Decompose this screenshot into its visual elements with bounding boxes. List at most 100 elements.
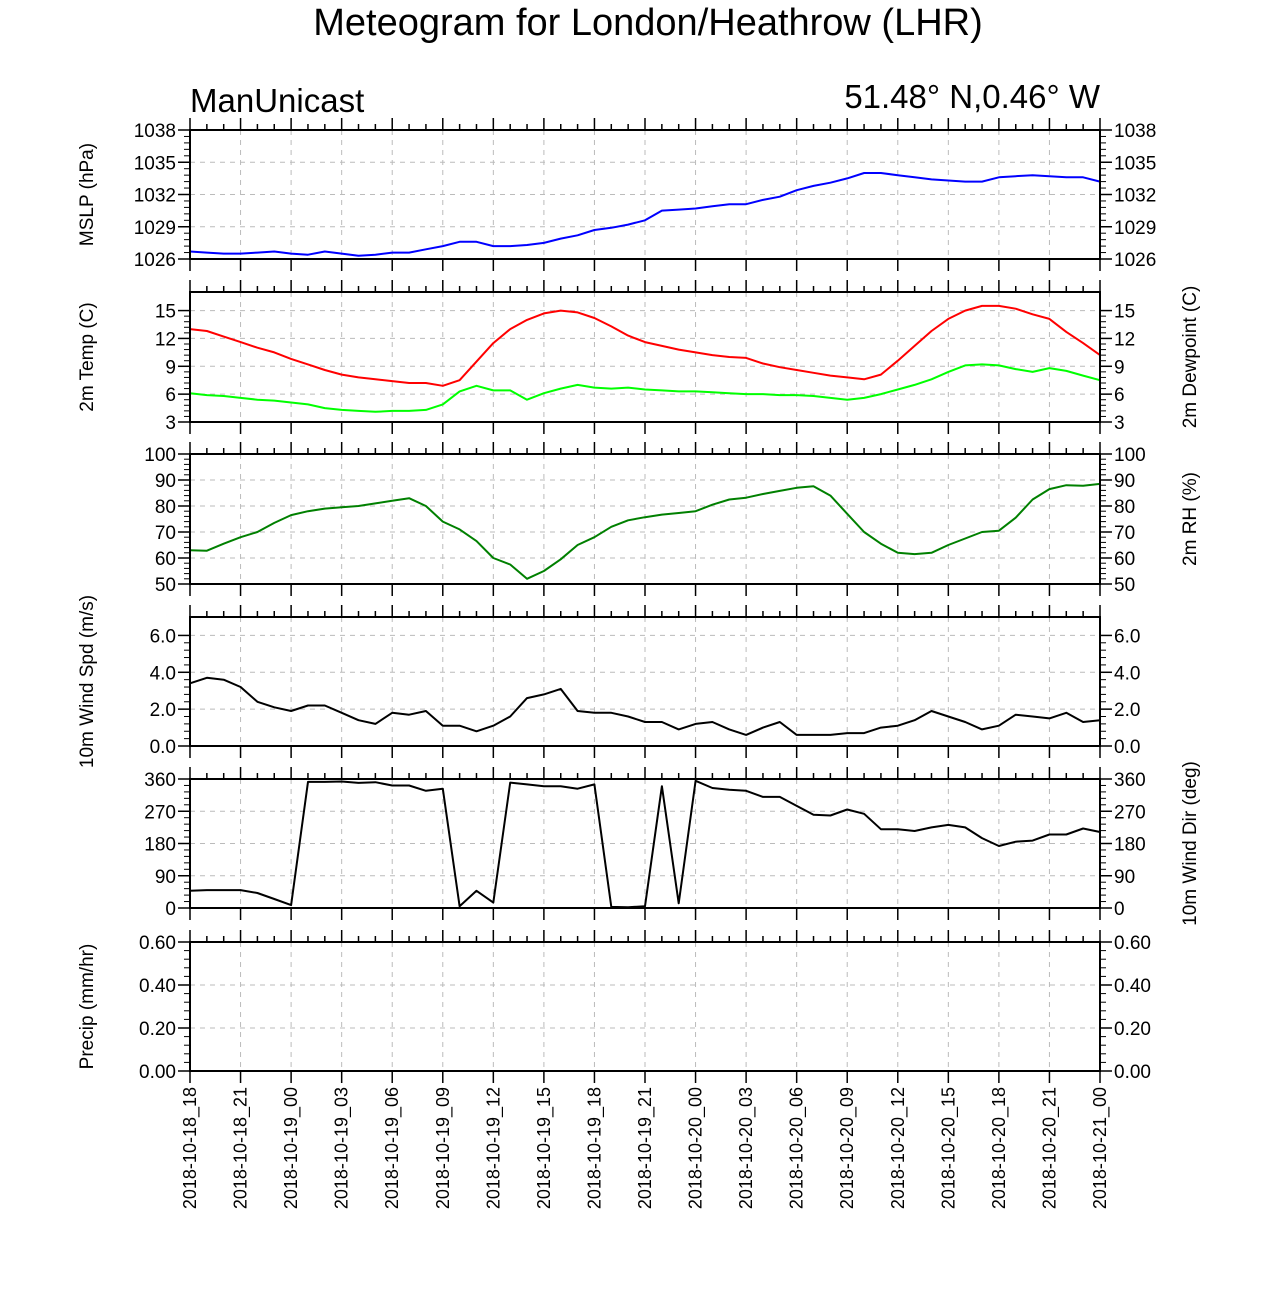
- panel-frame: [189, 616, 1101, 747]
- right-y-tick-label: 50: [1114, 575, 1135, 596]
- x-tick-label: 2018-10-18_18: [180, 1087, 201, 1209]
- left-y-axis-label: 10m Wind Spd (m/s): [77, 595, 98, 768]
- left-y-tick-label: 0: [165, 899, 176, 920]
- x-tick-label: 2018-10-20_09: [837, 1087, 858, 1209]
- left-y-tick-label: 60: [155, 549, 176, 570]
- right-y-tick-label: 6: [1114, 385, 1125, 406]
- left-y-tick-label: 1032: [134, 186, 176, 207]
- right-y-tick-label: 90: [1114, 867, 1135, 888]
- right-y-tick-label: 0: [1114, 899, 1125, 920]
- right-subtitle: 51.48° N,0.46° W: [844, 78, 1101, 115]
- left-y-tick-label: 0.0: [150, 737, 176, 758]
- x-tick-label: 2018-10-20_00: [686, 1087, 707, 1209]
- right-y-axis-label: 10m Wind Dir (deg): [1180, 761, 1201, 926]
- right-y-tick-label: 15: [1114, 302, 1135, 323]
- right-y-tick-label: 360: [1114, 770, 1146, 791]
- left-y-tick-label: 1029: [134, 218, 176, 239]
- left-y-tick-label: 3: [165, 413, 176, 434]
- panel-2: 3 3 6 6 9 9 12 12 15 15 2m Temp (C) 2m Dewpoint (C): [77, 280, 1201, 434]
- right-y-tick-label: 1038: [1114, 121, 1156, 142]
- right-y-tick-label: 2.0: [1114, 700, 1140, 721]
- right-y-tick-label: 80: [1114, 497, 1135, 518]
- chart-title: Meteogram for London/Heathrow (LHR): [313, 2, 983, 44]
- left-y-tick-label: 2.0: [150, 700, 176, 721]
- x-tick-label: 2018-10-20_21: [1039, 1087, 1060, 1209]
- x-tick-label: 2018-10-20_15: [938, 1087, 959, 1209]
- x-tick-label: 2018-10-19_18: [584, 1087, 605, 1209]
- panel-6: 0.00 0.00 0.20 0.20 0.40 0.40 0.60 0.60 Precip (…: [77, 930, 1151, 1083]
- x-axis: 2018-10-18_18 2018-10-18_21 2018-10-19_00 2…: [180, 1087, 1111, 1209]
- panel-frame: [189, 778, 1101, 909]
- left-y-tick-label: 270: [144, 802, 176, 823]
- left-y-tick-label: 100: [144, 445, 176, 466]
- left-y-tick-label: 6: [165, 385, 176, 406]
- panel-3: 50 50 60 60 70 70 80 80 90 90 100 100 2m RH (%): [144, 442, 1201, 596]
- series-line-2-2: [189, 363, 1101, 413]
- right-y-tick-label: 1032: [1114, 186, 1156, 207]
- x-tick-label: 2018-10-20_03: [736, 1087, 757, 1209]
- right-y-tick-label: 6.0: [1114, 626, 1140, 647]
- right-y-tick-label: 1029: [1114, 218, 1156, 239]
- x-tick-label: 2018-10-21_00: [1090, 1087, 1111, 1209]
- series-line-3-1: [189, 482, 1101, 580]
- left-y-tick-label: 4.0: [150, 663, 176, 684]
- left-y-tick-label: 15: [155, 302, 176, 323]
- x-tick-label: 2018-10-19_06: [382, 1087, 403, 1209]
- left-subtitle: ManUnicast: [190, 82, 364, 119]
- right-y-tick-label: 1035: [1114, 153, 1156, 174]
- right-y-tick-label: 1026: [1114, 250, 1156, 271]
- left-y-tick-label: 70: [155, 523, 176, 544]
- panels-group: 1026 1026 1029 1029 1032 1032 1035 1035 1038 1038…: [77, 118, 1201, 1083]
- panel-1: 1026 1026 1029 1029 1032 1032 1035 1035 1038 1038…: [77, 118, 1156, 271]
- right-y-tick-label: 180: [1114, 835, 1146, 856]
- right-y-axis-label: 2m RH (%): [1180, 472, 1201, 566]
- right-y-tick-label: 4.0: [1114, 663, 1140, 684]
- right-y-tick-label: 0.00: [1114, 1062, 1151, 1083]
- right-y-tick-label: 0.40: [1114, 976, 1151, 997]
- series-line-4-1: [189, 676, 1101, 736]
- series-line-2-1: [189, 304, 1101, 387]
- right-y-tick-label: 60: [1114, 549, 1135, 570]
- series-line-5-1: [189, 779, 1101, 909]
- x-tick-label: 2018-10-19_21: [635, 1087, 656, 1209]
- left-y-tick-label: 6.0: [150, 626, 176, 647]
- left-y-tick-label: 80: [155, 497, 176, 518]
- left-y-tick-label: 0.60: [139, 933, 176, 954]
- right-y-tick-label: 100: [1114, 445, 1146, 466]
- x-tick-label: 2018-10-19_12: [483, 1087, 504, 1209]
- left-y-tick-label: 0.40: [139, 976, 176, 997]
- right-y-tick-label: 0.20: [1114, 1019, 1151, 1040]
- right-y-tick-label: 90: [1114, 471, 1135, 492]
- right-y-tick-label: 0.0: [1114, 737, 1140, 758]
- x-tick-label: 2018-10-20_18: [989, 1087, 1010, 1209]
- right-y-tick-label: 0.60: [1114, 933, 1151, 954]
- x-tick-label: 2018-10-20_06: [787, 1087, 808, 1209]
- right-y-tick-label: 3: [1114, 413, 1125, 434]
- panel-frame: [189, 129, 1101, 260]
- panel-frame: [189, 453, 1101, 585]
- panel-frame: [189, 291, 1101, 423]
- left-y-tick-label: 12: [155, 329, 176, 350]
- left-y-tick-label: 0.00: [139, 1062, 176, 1083]
- right-y-axis-label: 2m Dewpoint (C): [1180, 286, 1201, 429]
- panel-4: 0.0 0.0 2.0 2.0 4.0 4.0 6.0 6.0 10m Wind Spd (m/…: [77, 595, 1140, 768]
- left-y-tick-label: 360: [144, 770, 176, 791]
- left-y-axis-label: MSLP (hPa): [77, 143, 98, 246]
- panel-frame: [189, 941, 1101, 1072]
- left-y-tick-label: 0.20: [139, 1019, 176, 1040]
- x-tick-label: 2018-10-20_12: [888, 1087, 909, 1209]
- x-tick-label: 2018-10-19_00: [281, 1087, 302, 1209]
- left-y-axis-label: 2m Temp (C): [77, 302, 98, 411]
- x-tick-label: 2018-10-19_03: [332, 1087, 353, 1209]
- left-y-axis-label: Precip (mm/hr): [77, 944, 98, 1070]
- x-tick-label: 2018-10-19_15: [534, 1087, 555, 1209]
- series-line-1-1: [189, 172, 1101, 257]
- left-y-tick-label: 9: [165, 357, 176, 378]
- left-y-tick-label: 90: [155, 471, 176, 492]
- right-y-tick-label: 9: [1114, 357, 1125, 378]
- left-y-tick-label: 50: [155, 575, 176, 596]
- right-y-tick-label: 70: [1114, 523, 1135, 544]
- left-y-tick-label: 1035: [134, 153, 176, 174]
